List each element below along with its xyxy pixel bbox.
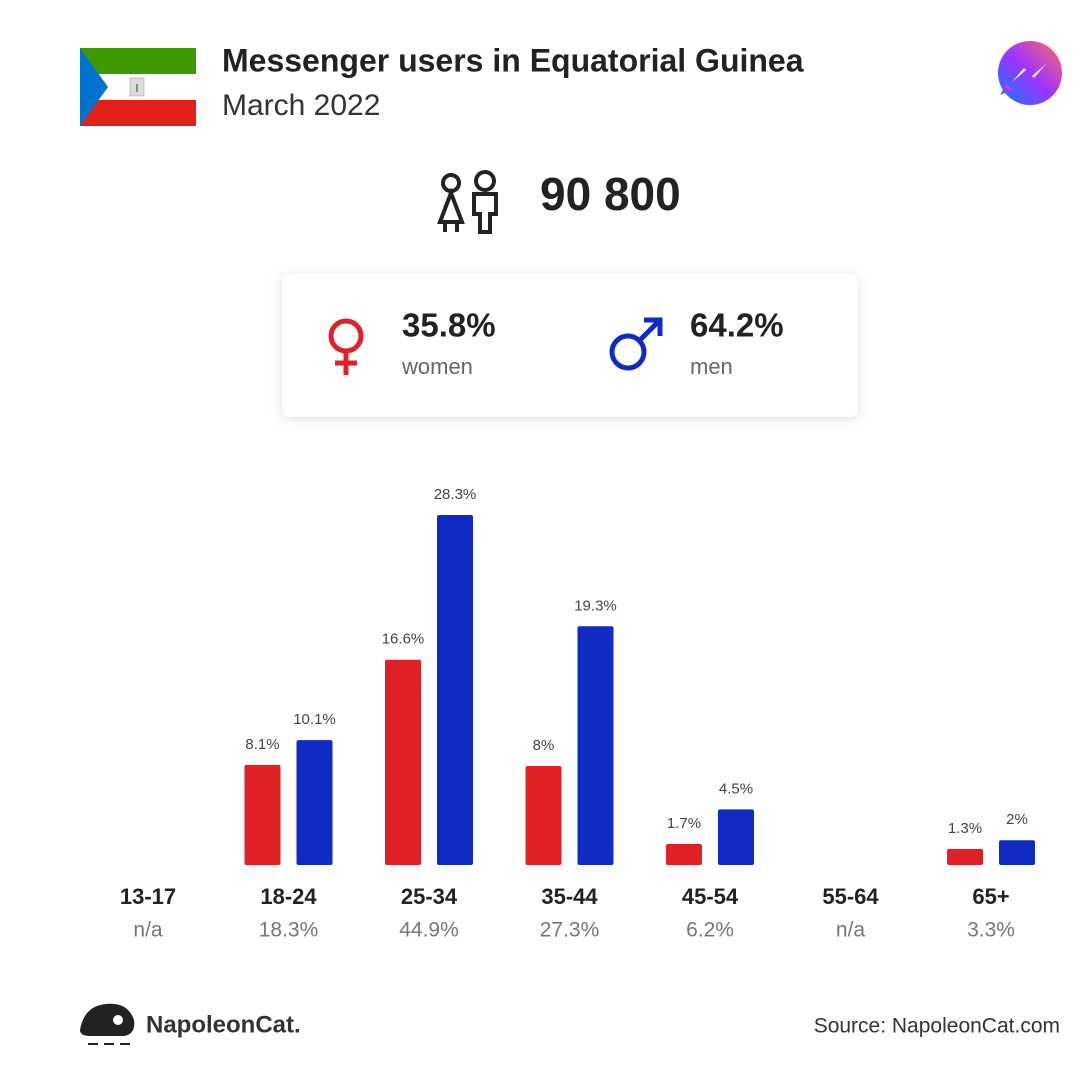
category-total: 44.9% — [399, 919, 459, 942]
bar — [577, 626, 614, 865]
bar — [666, 843, 702, 865]
value-label: 1.3% — [948, 820, 982, 837]
value-label: 28.3% — [434, 486, 477, 503]
source: Source: NapoleonCat.com — [814, 1015, 1060, 1038]
people-icon — [437, 170, 498, 234]
category-label: 18-24 — [260, 884, 317, 909]
age-chart: 13-17 n/a 18-24 18.3% 8.1% 10.1% 25-34 44.9% 16.… — [120, 486, 1035, 942]
women-label: women — [401, 354, 473, 379]
bar — [999, 840, 1035, 865]
value-label: 8.1% — [245, 736, 279, 753]
bar — [385, 659, 421, 865]
category-label: 45-54 — [682, 884, 739, 909]
subtitle: March 2022 — [222, 89, 380, 122]
category-total: n/a — [836, 919, 866, 942]
bar — [947, 848, 983, 865]
value-label: 2% — [1006, 811, 1028, 828]
bar — [718, 809, 754, 865]
category-total: 6.2% — [686, 919, 734, 942]
total-users: 90 800 — [540, 168, 681, 220]
category-total: n/a — [133, 919, 163, 942]
messenger-logo — [998, 41, 1062, 105]
category-label: 13-17 — [120, 884, 176, 909]
value-label: 10.1% — [293, 711, 336, 728]
value-label: 16.6% — [382, 631, 425, 648]
male-icon — [609, 317, 663, 371]
category-label: 25-34 — [401, 884, 458, 909]
category-total: 18.3% — [259, 919, 319, 942]
title: Messenger users in Equatorial Guinea — [222, 42, 804, 78]
value-label: 8% — [533, 737, 555, 754]
flag — [80, 48, 196, 126]
category-label: 55-64 — [822, 884, 879, 909]
value-label: 1.7% — [667, 815, 701, 832]
bar — [525, 766, 562, 865]
bar — [296, 740, 333, 865]
brand: NapoleonCat. — [146, 1011, 301, 1038]
value-label: 4.5% — [719, 780, 753, 797]
napoleoncat-logo — [80, 1003, 135, 1045]
bar — [437, 515, 473, 865]
men-share: 64.2% — [690, 307, 784, 344]
category-total: 27.3% — [540, 919, 600, 942]
men-label: men — [690, 354, 733, 379]
category-label: 35-44 — [541, 884, 598, 909]
bar — [244, 764, 281, 865]
category-total: 3.3% — [967, 919, 1015, 942]
value-label: 19.3% — [574, 597, 617, 614]
gender-card — [282, 274, 858, 417]
women-share: 35.8% — [402, 307, 496, 344]
female-icon — [328, 318, 364, 375]
category-label: 65+ — [972, 884, 1009, 909]
